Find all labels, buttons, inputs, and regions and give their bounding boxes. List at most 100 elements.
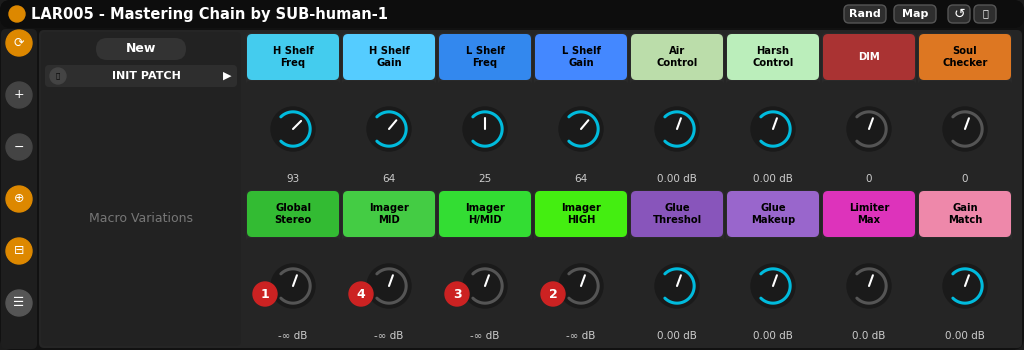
Text: ↺: ↺ bbox=[953, 7, 965, 21]
FancyBboxPatch shape bbox=[343, 34, 435, 80]
Circle shape bbox=[445, 282, 469, 306]
Text: 25: 25 bbox=[478, 174, 492, 184]
Text: Map: Map bbox=[902, 9, 928, 19]
Text: 0.00 dB: 0.00 dB bbox=[753, 174, 793, 184]
FancyBboxPatch shape bbox=[534, 190, 628, 345]
Text: ⊕: ⊕ bbox=[13, 193, 25, 205]
FancyBboxPatch shape bbox=[630, 190, 724, 345]
Circle shape bbox=[943, 107, 987, 151]
FancyBboxPatch shape bbox=[246, 190, 340, 345]
Text: -∞ dB: -∞ dB bbox=[470, 331, 500, 341]
FancyBboxPatch shape bbox=[974, 5, 996, 23]
FancyBboxPatch shape bbox=[342, 33, 436, 188]
FancyBboxPatch shape bbox=[534, 238, 628, 346]
Text: -∞ dB: -∞ dB bbox=[566, 331, 596, 341]
FancyBboxPatch shape bbox=[918, 238, 1012, 346]
FancyBboxPatch shape bbox=[438, 190, 532, 345]
Text: +: + bbox=[13, 89, 25, 101]
FancyBboxPatch shape bbox=[246, 238, 340, 346]
FancyBboxPatch shape bbox=[918, 33, 1012, 188]
FancyBboxPatch shape bbox=[438, 238, 532, 346]
Circle shape bbox=[847, 264, 891, 308]
Text: 0.00 dB: 0.00 dB bbox=[657, 174, 697, 184]
FancyBboxPatch shape bbox=[41, 32, 241, 346]
Text: 1: 1 bbox=[261, 288, 269, 301]
FancyBboxPatch shape bbox=[39, 30, 1022, 348]
Circle shape bbox=[6, 290, 32, 316]
FancyBboxPatch shape bbox=[342, 238, 436, 346]
FancyBboxPatch shape bbox=[247, 34, 339, 80]
FancyBboxPatch shape bbox=[823, 191, 915, 237]
Text: 4: 4 bbox=[356, 288, 366, 301]
Text: Limiter
Max: Limiter Max bbox=[849, 203, 889, 225]
FancyBboxPatch shape bbox=[918, 190, 1012, 345]
FancyBboxPatch shape bbox=[247, 191, 339, 237]
Circle shape bbox=[349, 282, 373, 306]
Circle shape bbox=[271, 264, 315, 308]
Text: L Shelf
Freq: L Shelf Freq bbox=[466, 46, 505, 68]
Circle shape bbox=[655, 107, 699, 151]
Text: 💾: 💾 bbox=[982, 8, 988, 19]
Text: -∞ dB: -∞ dB bbox=[375, 331, 403, 341]
FancyBboxPatch shape bbox=[45, 65, 237, 87]
Circle shape bbox=[559, 264, 603, 308]
FancyBboxPatch shape bbox=[439, 191, 531, 237]
Circle shape bbox=[847, 107, 891, 151]
FancyBboxPatch shape bbox=[726, 238, 820, 346]
FancyBboxPatch shape bbox=[727, 191, 819, 237]
FancyBboxPatch shape bbox=[726, 190, 820, 345]
FancyBboxPatch shape bbox=[438, 81, 532, 189]
FancyBboxPatch shape bbox=[342, 81, 436, 189]
FancyBboxPatch shape bbox=[844, 5, 886, 23]
FancyBboxPatch shape bbox=[726, 81, 820, 189]
FancyBboxPatch shape bbox=[822, 33, 916, 188]
FancyBboxPatch shape bbox=[246, 33, 340, 188]
Circle shape bbox=[367, 107, 411, 151]
FancyBboxPatch shape bbox=[823, 34, 915, 80]
Circle shape bbox=[367, 264, 411, 308]
Text: H Shelf
Freq: H Shelf Freq bbox=[272, 46, 313, 68]
Text: Soul
Checker: Soul Checker bbox=[942, 46, 988, 68]
FancyBboxPatch shape bbox=[822, 81, 916, 189]
Text: INIT PATCH: INIT PATCH bbox=[112, 71, 180, 81]
Circle shape bbox=[751, 264, 795, 308]
Circle shape bbox=[541, 282, 565, 306]
Circle shape bbox=[943, 264, 987, 308]
Text: 0.00 dB: 0.00 dB bbox=[753, 331, 793, 341]
Text: Imager
MID: Imager MID bbox=[369, 203, 409, 225]
Text: Air
Control: Air Control bbox=[656, 46, 697, 68]
Circle shape bbox=[6, 134, 32, 160]
Text: 64: 64 bbox=[574, 174, 588, 184]
FancyBboxPatch shape bbox=[630, 238, 724, 346]
FancyBboxPatch shape bbox=[246, 81, 340, 189]
Circle shape bbox=[559, 107, 603, 151]
Text: H Shelf
Gain: H Shelf Gain bbox=[369, 46, 410, 68]
Circle shape bbox=[253, 282, 278, 306]
Text: ▶: ▶ bbox=[223, 71, 231, 81]
Text: 0: 0 bbox=[865, 174, 872, 184]
Circle shape bbox=[6, 238, 32, 264]
Text: 64: 64 bbox=[382, 174, 395, 184]
Text: 0: 0 bbox=[962, 174, 969, 184]
Circle shape bbox=[463, 107, 507, 151]
Text: −: − bbox=[13, 140, 25, 154]
Circle shape bbox=[271, 107, 315, 151]
FancyBboxPatch shape bbox=[439, 34, 531, 80]
Text: 93: 93 bbox=[287, 174, 300, 184]
Text: 🎥: 🎥 bbox=[56, 73, 60, 79]
Text: 0.00 dB: 0.00 dB bbox=[657, 331, 697, 341]
FancyBboxPatch shape bbox=[630, 81, 724, 189]
FancyBboxPatch shape bbox=[727, 34, 819, 80]
Text: Imager
H/MID: Imager H/MID bbox=[465, 203, 505, 225]
Text: ⟳: ⟳ bbox=[13, 36, 25, 49]
Text: New: New bbox=[126, 42, 157, 56]
Text: Macro Variations: Macro Variations bbox=[89, 212, 193, 225]
FancyBboxPatch shape bbox=[1, 29, 37, 349]
Text: Harsh
Control: Harsh Control bbox=[753, 46, 794, 68]
FancyBboxPatch shape bbox=[0, 0, 1024, 28]
FancyBboxPatch shape bbox=[96, 38, 186, 60]
FancyBboxPatch shape bbox=[343, 191, 435, 237]
Text: ☰: ☰ bbox=[13, 296, 25, 309]
FancyBboxPatch shape bbox=[535, 34, 627, 80]
Text: Glue
Makeup: Glue Makeup bbox=[751, 203, 795, 225]
